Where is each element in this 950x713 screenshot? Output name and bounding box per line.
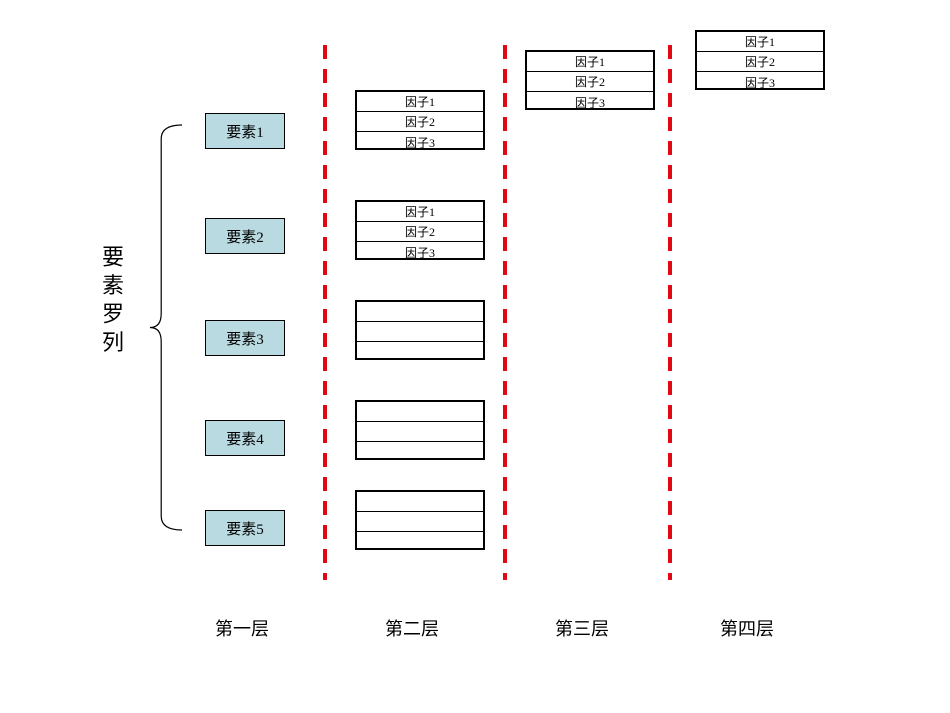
factor-stack-2: 因子1因子2因子3 — [355, 200, 485, 260]
factor-cell — [357, 322, 483, 342]
layer-label-4: 第四层 — [720, 615, 774, 641]
factor-cell — [357, 442, 483, 462]
factor-cell: 因子3 — [357, 132, 483, 152]
factor-cell: 因子2 — [357, 112, 483, 132]
factor-cell: 因子1 — [527, 52, 653, 72]
factor-cell — [357, 402, 483, 422]
factor-cell — [357, 342, 483, 362]
factor-cell — [357, 492, 483, 512]
factor-cell — [357, 512, 483, 532]
factor-stack-5 — [355, 490, 485, 550]
factor-cell: 因子2 — [527, 72, 653, 92]
factor-stack-7: 因子1因子2因子3 — [695, 30, 825, 90]
factor-cell: 因子1 — [357, 92, 483, 112]
element-box-1: 要素1 — [205, 113, 285, 149]
factor-cell: 因子1 — [697, 32, 823, 52]
layer-label-1: 第一层 — [215, 615, 269, 641]
element-box-4: 要素4 — [205, 420, 285, 456]
factor-cell: 因子3 — [697, 72, 823, 92]
factor-cell — [357, 532, 483, 552]
element-box-5: 要素5 — [205, 510, 285, 546]
factor-cell: 因子2 — [697, 52, 823, 72]
factor-stack-1: 因子1因子2因子3 — [355, 90, 485, 150]
layer-label-3: 第三层 — [555, 615, 609, 641]
element-box-3: 要素3 — [205, 320, 285, 356]
vertical-title: 要素罗列 — [95, 245, 127, 359]
factor-cell — [357, 422, 483, 442]
factor-stack-4 — [355, 400, 485, 460]
factor-cell: 因子1 — [357, 202, 483, 222]
factor-stack-3 — [355, 300, 485, 360]
factor-cell: 因子2 — [357, 222, 483, 242]
factor-cell: 因子3 — [357, 242, 483, 262]
curly-brace — [150, 125, 182, 530]
element-box-2: 要素2 — [205, 218, 285, 254]
factor-stack-6: 因子1因子2因子3 — [525, 50, 655, 110]
layer-label-2: 第二层 — [385, 615, 439, 641]
factor-cell: 因子3 — [527, 92, 653, 112]
factor-cell — [357, 302, 483, 322]
